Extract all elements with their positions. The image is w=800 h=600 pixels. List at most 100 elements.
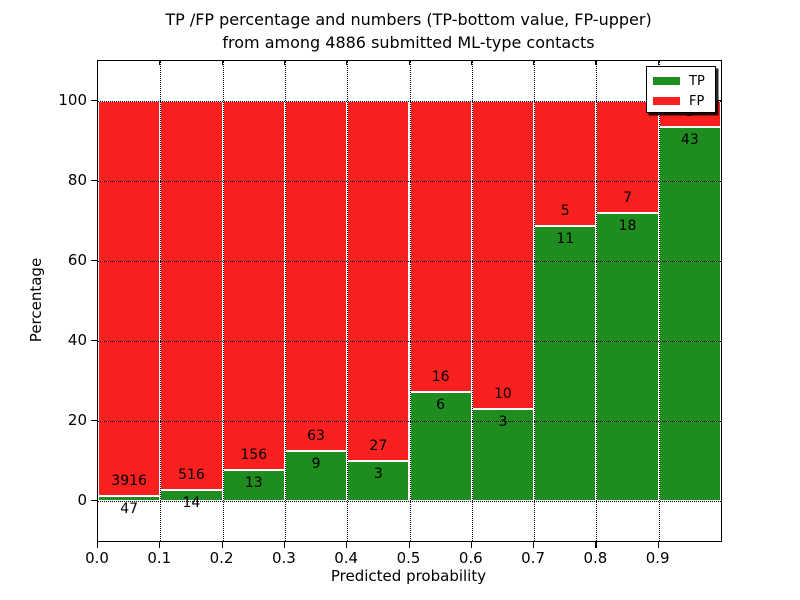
bar-fp-segment-1: [160, 101, 223, 491]
fp-count-label-2: 156: [240, 447, 268, 464]
tp-legend-label: TP: [689, 73, 705, 89]
x-tick-3: [283, 541, 286, 548]
y-tick-label-1: 20: [67, 411, 87, 429]
bar-fp-segment-4: [347, 101, 410, 461]
fp-count-label-4: 27: [369, 438, 388, 454]
tp-count-label-7: 11: [556, 231, 575, 247]
gridline-x-0.5: [409, 61, 411, 541]
x-axis-label: Predicted probability: [330, 567, 487, 585]
bar-tp-segment-0: [98, 496, 161, 501]
tp-count-label-5: 6: [436, 396, 446, 413]
tp-legend-swatch: [653, 77, 680, 85]
y-tick-5: [91, 100, 97, 102]
bar-fp-segment-3: [284, 101, 348, 451]
x-tick-top-5: [408, 60, 410, 65]
gridline-x-0.7: [534, 61, 536, 541]
x-tick-label-4: 0.4: [334, 549, 359, 567]
fp-count-label-3: 63: [307, 428, 325, 444]
bar-fp-segment-0: [98, 101, 161, 497]
fp-legend-swatch: [653, 97, 680, 105]
y-tick-label-4: 80: [67, 171, 87, 189]
x-tick-0: [97, 541, 99, 548]
x-tick-8: [595, 541, 597, 548]
y-tick-4: [91, 180, 97, 182]
bar-tp-segment-2: [222, 470, 285, 501]
fp-count-label-6: 10: [494, 385, 512, 402]
y-axis-label: Percentage: [27, 257, 45, 343]
x-tick-label-5: 0.5: [396, 549, 421, 567]
x-tick-label-8: 0.8: [583, 549, 608, 567]
fp-count-label-0: 3916: [111, 473, 147, 490]
x-tick-label-0: 0.0: [85, 549, 109, 567]
x-tick-5: [408, 541, 410, 548]
x-tick-1: [159, 541, 161, 548]
fp-count-label-5: 16: [431, 368, 450, 385]
fp-legend-label: FP: [689, 93, 705, 109]
legend-item-fp: FP: [653, 92, 709, 110]
x-tick-top-7: [533, 60, 535, 65]
tp-count-label-4: 3: [373, 466, 383, 482]
y-tick-3: [91, 260, 97, 262]
x-tick-7: [533, 541, 535, 548]
gridline-x-0.6: [471, 61, 473, 541]
tp-count-label-3: 9: [311, 456, 321, 472]
x-tick-9: [657, 541, 659, 548]
bar-fp-segment-5: [409, 101, 472, 392]
fp-count-label-1: 516: [178, 467, 205, 484]
tp-count-label-9: 43: [680, 132, 699, 149]
bar-tp-segment-7: [534, 226, 597, 501]
x-tick-6: [470, 541, 472, 548]
tp-count-label-2: 13: [244, 475, 263, 492]
bar-tp-segment-8: [596, 213, 659, 501]
x-tick-label-2: 0.2: [209, 549, 234, 567]
y-tick-label-0: 0: [77, 491, 87, 509]
gridline-x-0.2: [222, 61, 224, 541]
x-tick-top-6: [470, 60, 472, 65]
gridline-x-0.1: [160, 61, 162, 541]
fp-count-label-8: 7: [623, 190, 633, 206]
x-tick-top-0: [97, 60, 99, 65]
x-tick-label-7: 0.7: [521, 549, 546, 567]
chart-title-line2: from among 4886 submitted ML-type contac…: [222, 33, 595, 52]
bar-tp-segment-9: [658, 127, 721, 501]
x-tick-2: [221, 541, 223, 548]
chart-title: TP /FP percentage and numbers (TP-bottom…: [97, 8, 720, 54]
gridline-x-0.8: [596, 61, 598, 541]
tp-count-label-1: 14: [182, 495, 201, 512]
bar-fp-segment-2: [222, 101, 285, 471]
legend: TP FP: [646, 66, 716, 113]
bar-fp-segment-7: [534, 101, 597, 226]
x-tick-label-9: 0.9: [645, 549, 670, 567]
legend-item-tp: TP: [653, 72, 709, 90]
fp-count-label-7: 5: [560, 203, 570, 219]
y-tick-label-2: 40: [67, 331, 87, 349]
bar-tp-segment-4: [347, 461, 410, 501]
gridline-x-0.4: [347, 61, 349, 541]
x-tick-top-8: [595, 60, 597, 65]
tp-count-label-6: 3: [498, 413, 508, 430]
tp-count-label-8: 18: [618, 218, 637, 234]
y-tick-right-5: [716, 100, 722, 102]
x-tick-label-6: 0.6: [458, 549, 483, 567]
bar-tp-segment-5: [409, 391, 472, 501]
x-tick-top-2: [221, 60, 223, 65]
chart-title-line1: TP /FP percentage and numbers (TP-bottom…: [165, 10, 652, 29]
y-tick-1: [91, 420, 97, 422]
x-tick-top-9: [657, 60, 659, 65]
x-tick-label-1: 0.1: [147, 549, 172, 567]
x-tick-top-4: [346, 60, 348, 65]
gridline-x-0.3: [284, 61, 286, 541]
tp-count-label-0: 47: [120, 501, 139, 518]
y-tick-2: [91, 340, 97, 342]
x-tick-top-1: [159, 60, 161, 65]
y-tick-label-3: 60: [67, 251, 87, 269]
bar-fp-segment-6: [471, 101, 535, 409]
bar-tp-segment-3: [284, 451, 348, 501]
x-tick-4: [346, 541, 348, 548]
plot-area: 3916475161415613639273166103511718343: [97, 60, 722, 542]
y-tick-0: [91, 500, 97, 502]
y-tick-label-5: 100: [58, 91, 87, 109]
x-tick-top-3: [283, 60, 286, 65]
gridline-x-0.9: [658, 61, 660, 541]
